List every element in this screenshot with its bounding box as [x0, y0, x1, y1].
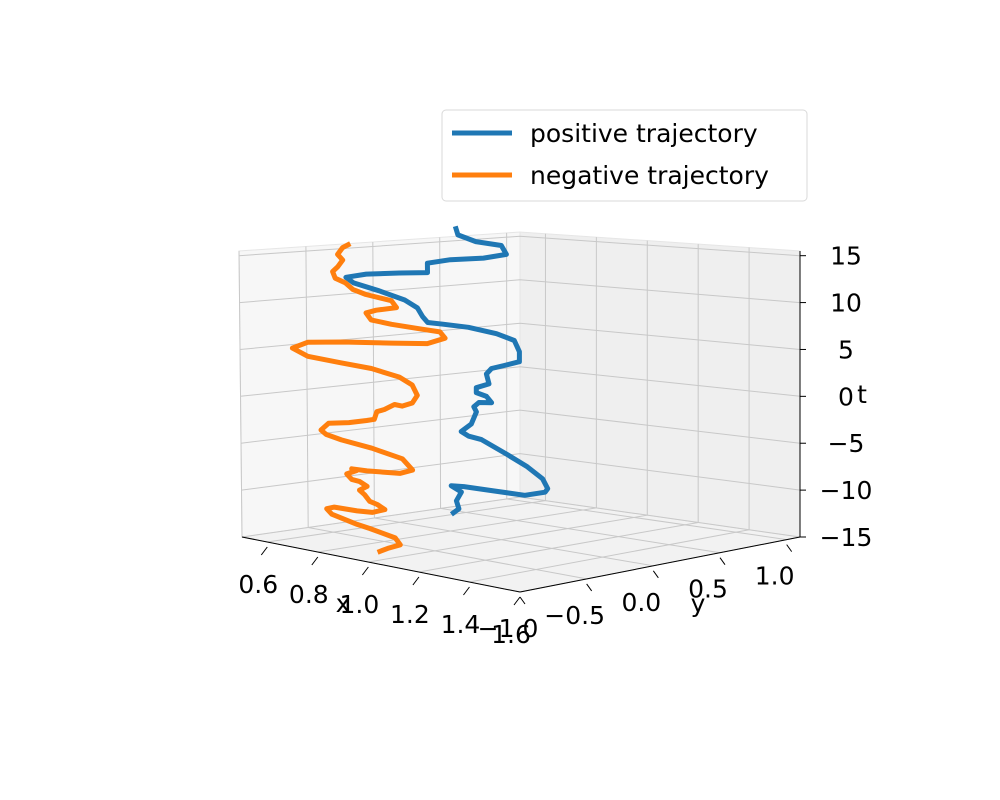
grid-z	[239, 279, 801, 304]
y-tick-label: −0.5	[544, 601, 605, 630]
grid-y-wall	[238, 250, 243, 538]
legend-label-1: positive trajectory	[530, 119, 758, 148]
x-tick-label: 0.6	[238, 570, 278, 599]
grid-x-floor	[418, 521, 699, 573]
series-line-1	[343, 225, 551, 517]
x-tick-label: 1.2	[390, 600, 430, 629]
x-tick	[463, 586, 470, 596]
grid-y-floor	[374, 517, 654, 567]
grid-z	[240, 366, 801, 397]
z-tick-label: 15	[830, 242, 862, 271]
legend: positive trajectory negative trajectory	[441, 109, 808, 202]
y-tick-label: 1.0	[755, 562, 795, 591]
series-line-2	[289, 241, 448, 555]
x-tick-label: 1.4	[441, 610, 481, 639]
z-tick-label: −5	[828, 429, 865, 458]
grid-y-wall	[439, 237, 442, 509]
left-back-pane	[238, 231, 521, 538]
axis-panes	[238, 231, 801, 593]
x-axis-label: x	[336, 589, 351, 618]
x-axis-line	[241, 536, 521, 593]
y-tick	[586, 583, 593, 592]
y-tick	[519, 596, 526, 605]
legend-label-2: negative trajectory	[530, 161, 769, 190]
grid-x-floor	[267, 500, 546, 543]
grid-z	[240, 409, 801, 444]
grid-y-floor	[506, 498, 787, 541]
y-tick	[786, 544, 793, 552]
grid-y-floor	[440, 507, 721, 554]
series-layer	[289, 225, 551, 555]
grid-z	[238, 235, 801, 257]
z-tick-label: 5	[838, 335, 854, 364]
z-tick-label: −10	[820, 476, 873, 505]
y-tick	[652, 570, 659, 579]
y-tick-label: 0.5	[688, 575, 728, 604]
axis-ticks-and-labels: 0.6 0.8 1.0 1.2 1.4 1.6 x −1.0 −0.5 0.0 0.5 1.0 y −15…	[238, 242, 872, 649]
x-tick	[513, 596, 521, 606]
z-tick-label: 10	[830, 289, 862, 318]
grid-z	[241, 453, 801, 491]
grid-x-floor	[368, 514, 648, 563]
y-tick	[719, 557, 726, 566]
x-tick	[412, 576, 420, 586]
y-axis-label: y	[691, 589, 706, 618]
x-tick-label: 1.6	[491, 620, 531, 649]
z-tick-label: 0	[838, 382, 854, 411]
x-tick	[260, 546, 268, 556]
legend-box	[441, 109, 808, 202]
x-tick-label: 1.0	[339, 590, 379, 619]
right-back-pane	[519, 231, 801, 538]
grid-x-floor	[317, 507, 597, 553]
z-tick-label: −15	[820, 523, 873, 552]
z-axis-label: t	[857, 380, 867, 409]
y-tick-label: 0.0	[621, 588, 661, 617]
x-tick	[311, 556, 319, 566]
grid-x-floor	[469, 529, 750, 583]
x-tick	[361, 566, 369, 576]
y-axis-line	[519, 536, 801, 593]
grid-y-floor	[308, 526, 587, 580]
y-tick-label: −1.0	[478, 614, 539, 643]
x-tick-label: 0.8	[289, 580, 329, 609]
grid-y-wall	[305, 246, 309, 528]
